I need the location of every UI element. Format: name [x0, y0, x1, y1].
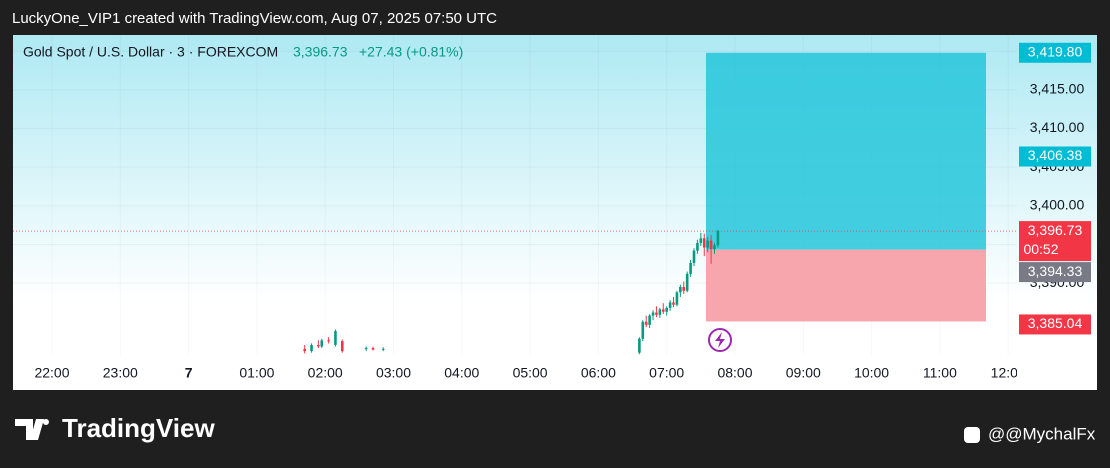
- x-tick-label: 23:00: [103, 365, 138, 381]
- candle-body: [327, 340, 330, 342]
- x-tick-label: 07:00: [649, 365, 684, 381]
- price-label-box: [1019, 146, 1091, 167]
- candle-body: [648, 315, 651, 325]
- x-tick-label: 06:00: [581, 365, 616, 381]
- price-label-box: [1019, 262, 1091, 283]
- candle-body: [709, 240, 713, 250]
- candle-body: [641, 321, 645, 339]
- x-tick-label: 22:00: [34, 365, 69, 381]
- candle-body: [713, 245, 716, 250]
- candle-body: [675, 292, 679, 305]
- x-tick-label: 08:00: [717, 365, 752, 381]
- price-labels: 3,419.80 3,406.38 3,396.73 00:52 3,394.33 3,3…: [1019, 42, 1091, 335]
- time-axis: [13, 355, 1017, 390]
- x-tick-label: 09:00: [786, 365, 821, 381]
- x-tick-label: 03:00: [376, 365, 411, 381]
- price-label: 3,396.73: [1028, 222, 1083, 238]
- author: @@MychalFx: [988, 424, 1096, 443]
- logo: TradingView: [15, 413, 215, 443]
- x-tick-label: 04:00: [444, 365, 479, 381]
- x-tick-label: 10:00: [854, 365, 889, 381]
- candle-body: [668, 302, 672, 308]
- candle-body: [644, 321, 648, 325]
- candle-body: [303, 348, 307, 352]
- countdown: 00:52: [1023, 241, 1058, 257]
- facebook-icon: [964, 427, 980, 443]
- x-tick-label: 02:00: [308, 365, 343, 381]
- x-tick-label: 7: [185, 365, 193, 381]
- candle-body: [340, 341, 344, 352]
- candle-body: [696, 242, 699, 251]
- candle-body: [692, 250, 696, 264]
- candle-body: [679, 286, 682, 293]
- stop-zone: [705, 249, 986, 322]
- y-tick-label: 3,415.00: [1030, 81, 1085, 97]
- x-tick-label: 05:00: [513, 365, 548, 381]
- candle-body: [364, 348, 368, 350]
- x-tick-label: 12:00: [991, 365, 1026, 381]
- candle-body: [371, 348, 375, 350]
- candle-body: [689, 263, 692, 274]
- candle-body: [716, 231, 720, 246]
- logo-mark: [15, 419, 49, 440]
- price-label: 3,394.33: [1028, 263, 1083, 279]
- legend-change: +27.43 (+0.81%): [359, 44, 463, 60]
- candle-body: [334, 331, 337, 345]
- header: LuckyOne_VIP1 created with TradingView.c…: [12, 10, 497, 27]
- y-tick-label: 3,410.00: [1030, 119, 1085, 135]
- candle-body: [706, 240, 709, 248]
- legend-price: 3,396.73: [293, 44, 348, 60]
- candle-body: [317, 344, 320, 347]
- candle-body: [381, 348, 385, 350]
- candles: [303, 229, 720, 355]
- price-label: 3,419.80: [1028, 43, 1083, 59]
- candle-body: [699, 238, 703, 243]
- x-tick-label: 01:00: [239, 365, 274, 381]
- candle-body: [651, 312, 655, 316]
- candle-body: [661, 309, 665, 312]
- brand: TradingView: [62, 413, 215, 443]
- event-bolt: [715, 332, 725, 348]
- candle-body: [658, 309, 662, 315]
- target-zone: [705, 52, 986, 250]
- x-tick-label: 11:00: [923, 365, 957, 381]
- price-label: 3,385.04: [1028, 315, 1083, 331]
- event-icon[interactable]: [708, 328, 732, 352]
- price-label-box: [1019, 42, 1091, 63]
- candle-body: [702, 238, 706, 248]
- candle-body: [665, 307, 668, 312]
- price-label: 3,406.38: [1028, 147, 1083, 163]
- price-label-box: [1019, 314, 1091, 335]
- candle-body: [638, 338, 641, 353]
- candle-body: [685, 273, 689, 291]
- candle-body: [310, 344, 313, 352]
- candle-body: [672, 302, 675, 305]
- candle-body: [320, 340, 324, 347]
- price-label-box: [1019, 221, 1091, 262]
- x-axis: 22:00 23:00 7 01:00 02:00 03:00 04:00 05:00 06:0…: [34, 365, 1026, 381]
- candle-body: [655, 312, 658, 315]
- chart-title: Gold Spot / U.S. Dollar · 3 · FOREXCOM: [23, 44, 278, 60]
- position-box: [13, 52, 1017, 322]
- candle-body: [682, 286, 686, 291]
- y-tick-label: 3,400.00: [1030, 197, 1085, 213]
